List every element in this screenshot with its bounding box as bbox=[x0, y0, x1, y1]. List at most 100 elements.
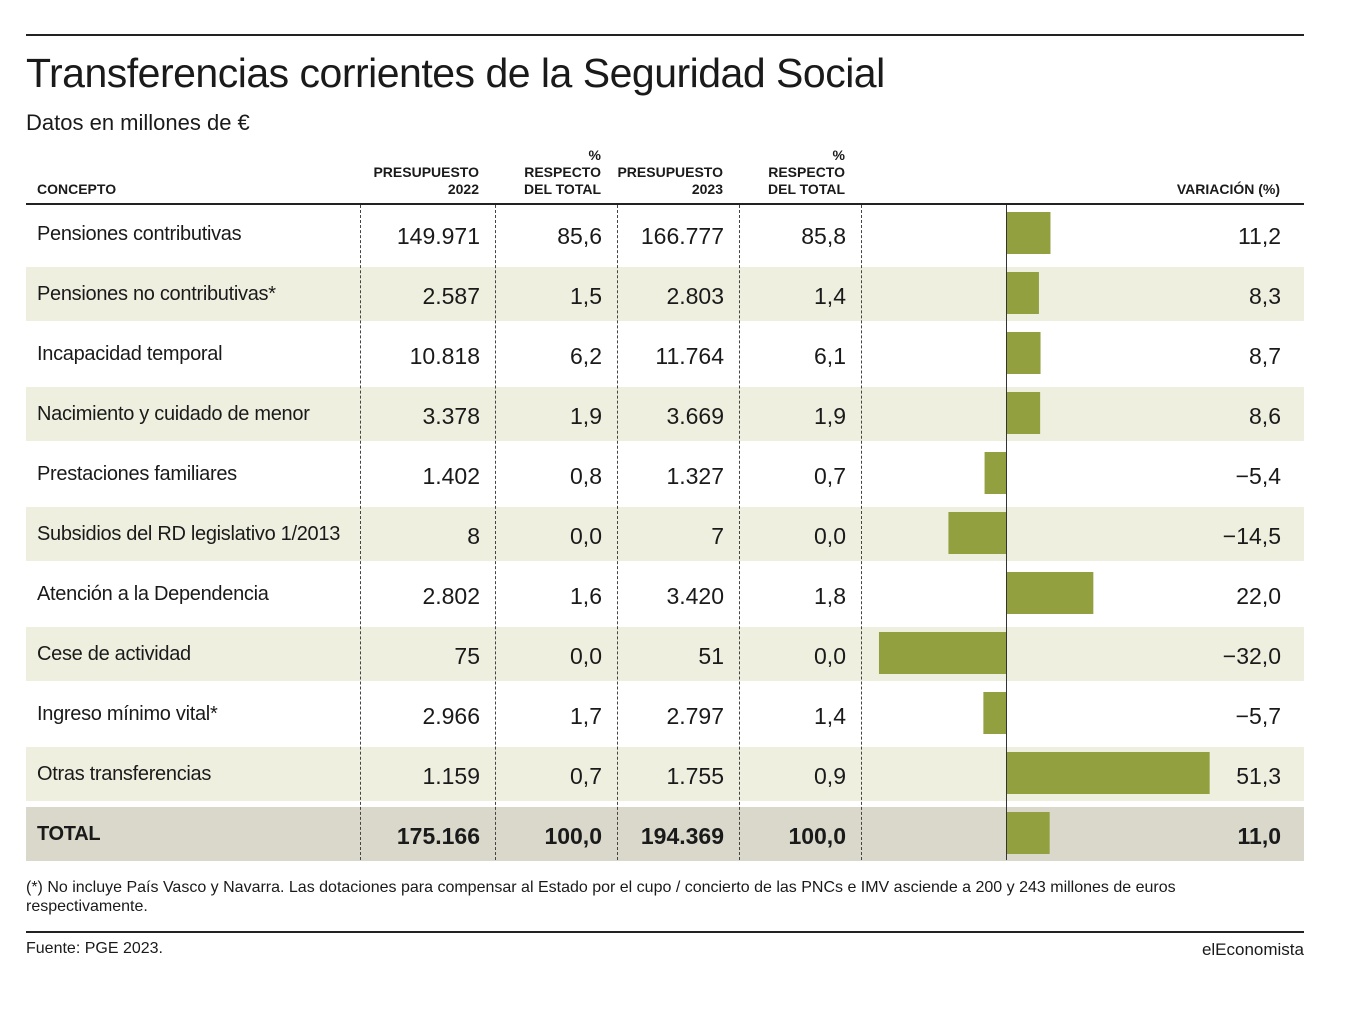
cell-pct-2022: 1,6 bbox=[570, 583, 602, 609]
cell-pct-2022: 1,7 bbox=[570, 703, 602, 729]
cell-pct-2023: 100,0 bbox=[788, 823, 846, 849]
variation-bar bbox=[948, 512, 1006, 554]
header-pct2023-line3: DEL TOTAL bbox=[768, 181, 845, 197]
table-row: Pensiones no contributivas* 2.587 1,5 2.803… bbox=[26, 267, 1304, 321]
cell-presupuesto-2023: 3.669 bbox=[666, 403, 724, 429]
table-row: Atención a la Dependencia 2.802 1,6 3.420 1,… bbox=[26, 567, 1304, 621]
cell-variacion: 8,7 bbox=[1249, 343, 1281, 369]
cell-pct-2022: 6,2 bbox=[570, 343, 602, 369]
cell-presupuesto-2023: 7 bbox=[711, 523, 724, 549]
cell-concepto: Cese de actividad bbox=[37, 643, 191, 665]
cell-presupuesto-2023: 51 bbox=[698, 643, 724, 669]
cell-presupuesto-2023: 1.327 bbox=[666, 463, 724, 489]
column-separator bbox=[739, 205, 740, 860]
cell-pct-2023: 1,9 bbox=[814, 403, 846, 429]
cell-pct-2023: 1,4 bbox=[814, 283, 846, 309]
cell-presupuesto-2022: 1.402 bbox=[422, 463, 480, 489]
cell-variacion: −32,0 bbox=[1222, 643, 1281, 669]
cell-concepto: Incapacidad temporal bbox=[37, 343, 223, 365]
variation-bar bbox=[878, 632, 1006, 674]
cell-pct-2022: 0,0 bbox=[570, 523, 602, 549]
bottom-rule bbox=[26, 931, 1304, 933]
cell-variacion: 51,3 bbox=[1236, 763, 1281, 789]
variation-bar bbox=[1006, 392, 1041, 434]
cell-pct-2023: 85,8 bbox=[801, 223, 846, 249]
zero-axis bbox=[1006, 205, 1007, 860]
variation-bar bbox=[1006, 332, 1041, 374]
cell-variacion: 8,3 bbox=[1249, 283, 1281, 309]
table-row: Prestaciones familiares 1.402 0,8 1.327 0,7 −… bbox=[26, 447, 1304, 501]
variation-bar bbox=[1006, 272, 1039, 314]
variation-bar bbox=[984, 452, 1006, 494]
brand-logo-text: elEconomista bbox=[1201, 940, 1304, 959]
cell-concepto: Atención a la Dependencia bbox=[37, 583, 269, 605]
table-row: Cese de actividad 75 0,0 51 0,0 −32,0 bbox=[26, 627, 1304, 681]
header-p2022-line1: PRESUPUESTO bbox=[373, 164, 479, 180]
header-pct2022-line2: RESPECTO bbox=[524, 164, 601, 180]
cell-presupuesto-2023: 194.369 bbox=[640, 823, 724, 849]
top-rule bbox=[26, 34, 1304, 36]
cell-variacion: 8,6 bbox=[1249, 403, 1281, 429]
cell-presupuesto-2023: 166.777 bbox=[640, 223, 724, 249]
cell-concepto: Otras transferencias bbox=[37, 763, 212, 785]
cell-presupuesto-2022: 75 bbox=[454, 643, 480, 669]
variation-bar bbox=[983, 692, 1006, 734]
variation-bar bbox=[1006, 212, 1051, 254]
column-separator bbox=[861, 205, 862, 860]
cell-presupuesto-2022: 8 bbox=[467, 523, 480, 549]
header-variacion: VARIACIÓN (%) bbox=[1176, 181, 1280, 197]
cell-presupuesto-2022: 2.802 bbox=[422, 583, 480, 609]
header-rule bbox=[26, 203, 1304, 205]
cell-variacion: −5,4 bbox=[1235, 463, 1281, 489]
cell-pct-2022: 0,8 bbox=[570, 463, 602, 489]
header-p2023-line2: 2023 bbox=[691, 181, 723, 197]
cell-concepto: TOTAL bbox=[37, 823, 101, 845]
cell-pct-2023: 1,4 bbox=[814, 703, 846, 729]
column-separator bbox=[495, 205, 496, 860]
column-separator bbox=[617, 205, 618, 860]
cell-variacion: −5,7 bbox=[1235, 703, 1281, 729]
header-p2022-line2: 2022 bbox=[447, 181, 479, 197]
header-pct2022-line3: DEL TOTAL bbox=[524, 181, 601, 197]
header-pct2023-line2: RESPECTO bbox=[768, 164, 845, 180]
variation-bar bbox=[1006, 752, 1210, 794]
cell-pct-2022: 1,9 bbox=[570, 403, 602, 429]
source-note: Fuente: PGE 2023. bbox=[26, 940, 163, 957]
cell-pct-2023: 0,0 bbox=[814, 643, 846, 669]
header-p2023-line1: PRESUPUESTO bbox=[617, 164, 723, 180]
cell-presupuesto-2023: 2.797 bbox=[666, 703, 724, 729]
cell-variacion: 11,2 bbox=[1237, 223, 1281, 249]
table-row: Nacimiento y cuidado de menor 3.378 1,9 3.6… bbox=[26, 387, 1304, 441]
cell-pct-2022: 0,7 bbox=[570, 763, 602, 789]
cell-presupuesto-2022: 2.966 bbox=[422, 703, 480, 729]
header-pct2023-line1: % bbox=[832, 147, 845, 163]
cell-variacion: 22,0 bbox=[1236, 583, 1281, 609]
cell-presupuesto-2022: 2.587 bbox=[422, 283, 480, 309]
cell-presupuesto-2023: 3.420 bbox=[666, 583, 724, 609]
cell-variacion: 11,0 bbox=[1237, 823, 1282, 849]
cell-concepto: Pensiones no contributivas* bbox=[37, 283, 276, 305]
cell-pct-2022: 0,0 bbox=[570, 643, 602, 669]
cell-presupuesto-2023: 11.764 bbox=[655, 343, 724, 369]
cell-presupuesto-2023: 2.803 bbox=[666, 283, 724, 309]
cell-presupuesto-2022: 1.159 bbox=[422, 763, 480, 789]
header-pct2022-line1: % bbox=[588, 147, 601, 163]
cell-pct-2022: 1,5 bbox=[570, 283, 602, 309]
table-row-total: TOTAL 175.166 100,0 194.369 100,0 11,0 bbox=[26, 807, 1304, 861]
cell-pct-2023: 1,8 bbox=[814, 583, 846, 609]
table-row: Ingreso mínimo vital* 2.966 1,7 2.797 1,4 −5,… bbox=[26, 687, 1304, 741]
cell-presupuesto-2022: 10.818 bbox=[409, 343, 480, 369]
cell-variacion: −14,5 bbox=[1222, 523, 1281, 549]
variation-bar bbox=[1006, 812, 1050, 854]
chart-title: Transferencias corrientes de la Segurida… bbox=[26, 50, 885, 96]
table-row: Pensiones contributivas 149.971 85,6 166.77… bbox=[26, 207, 1304, 261]
cell-pct-2022: 85,6 bbox=[557, 223, 602, 249]
variation-bar bbox=[1006, 572, 1094, 614]
cell-concepto: Pensiones contributivas bbox=[37, 223, 242, 245]
chart-subtitle: Datos en millones de € bbox=[26, 110, 250, 135]
cell-pct-2023: 0,0 bbox=[814, 523, 846, 549]
cell-pct-2023: 0,9 bbox=[814, 763, 846, 789]
cell-presupuesto-2022: 175.166 bbox=[396, 823, 480, 849]
cell-pct-2022: 100,0 bbox=[544, 823, 602, 849]
table-row: Incapacidad temporal 10.818 6,2 11.764 6,1 8,… bbox=[26, 327, 1304, 381]
